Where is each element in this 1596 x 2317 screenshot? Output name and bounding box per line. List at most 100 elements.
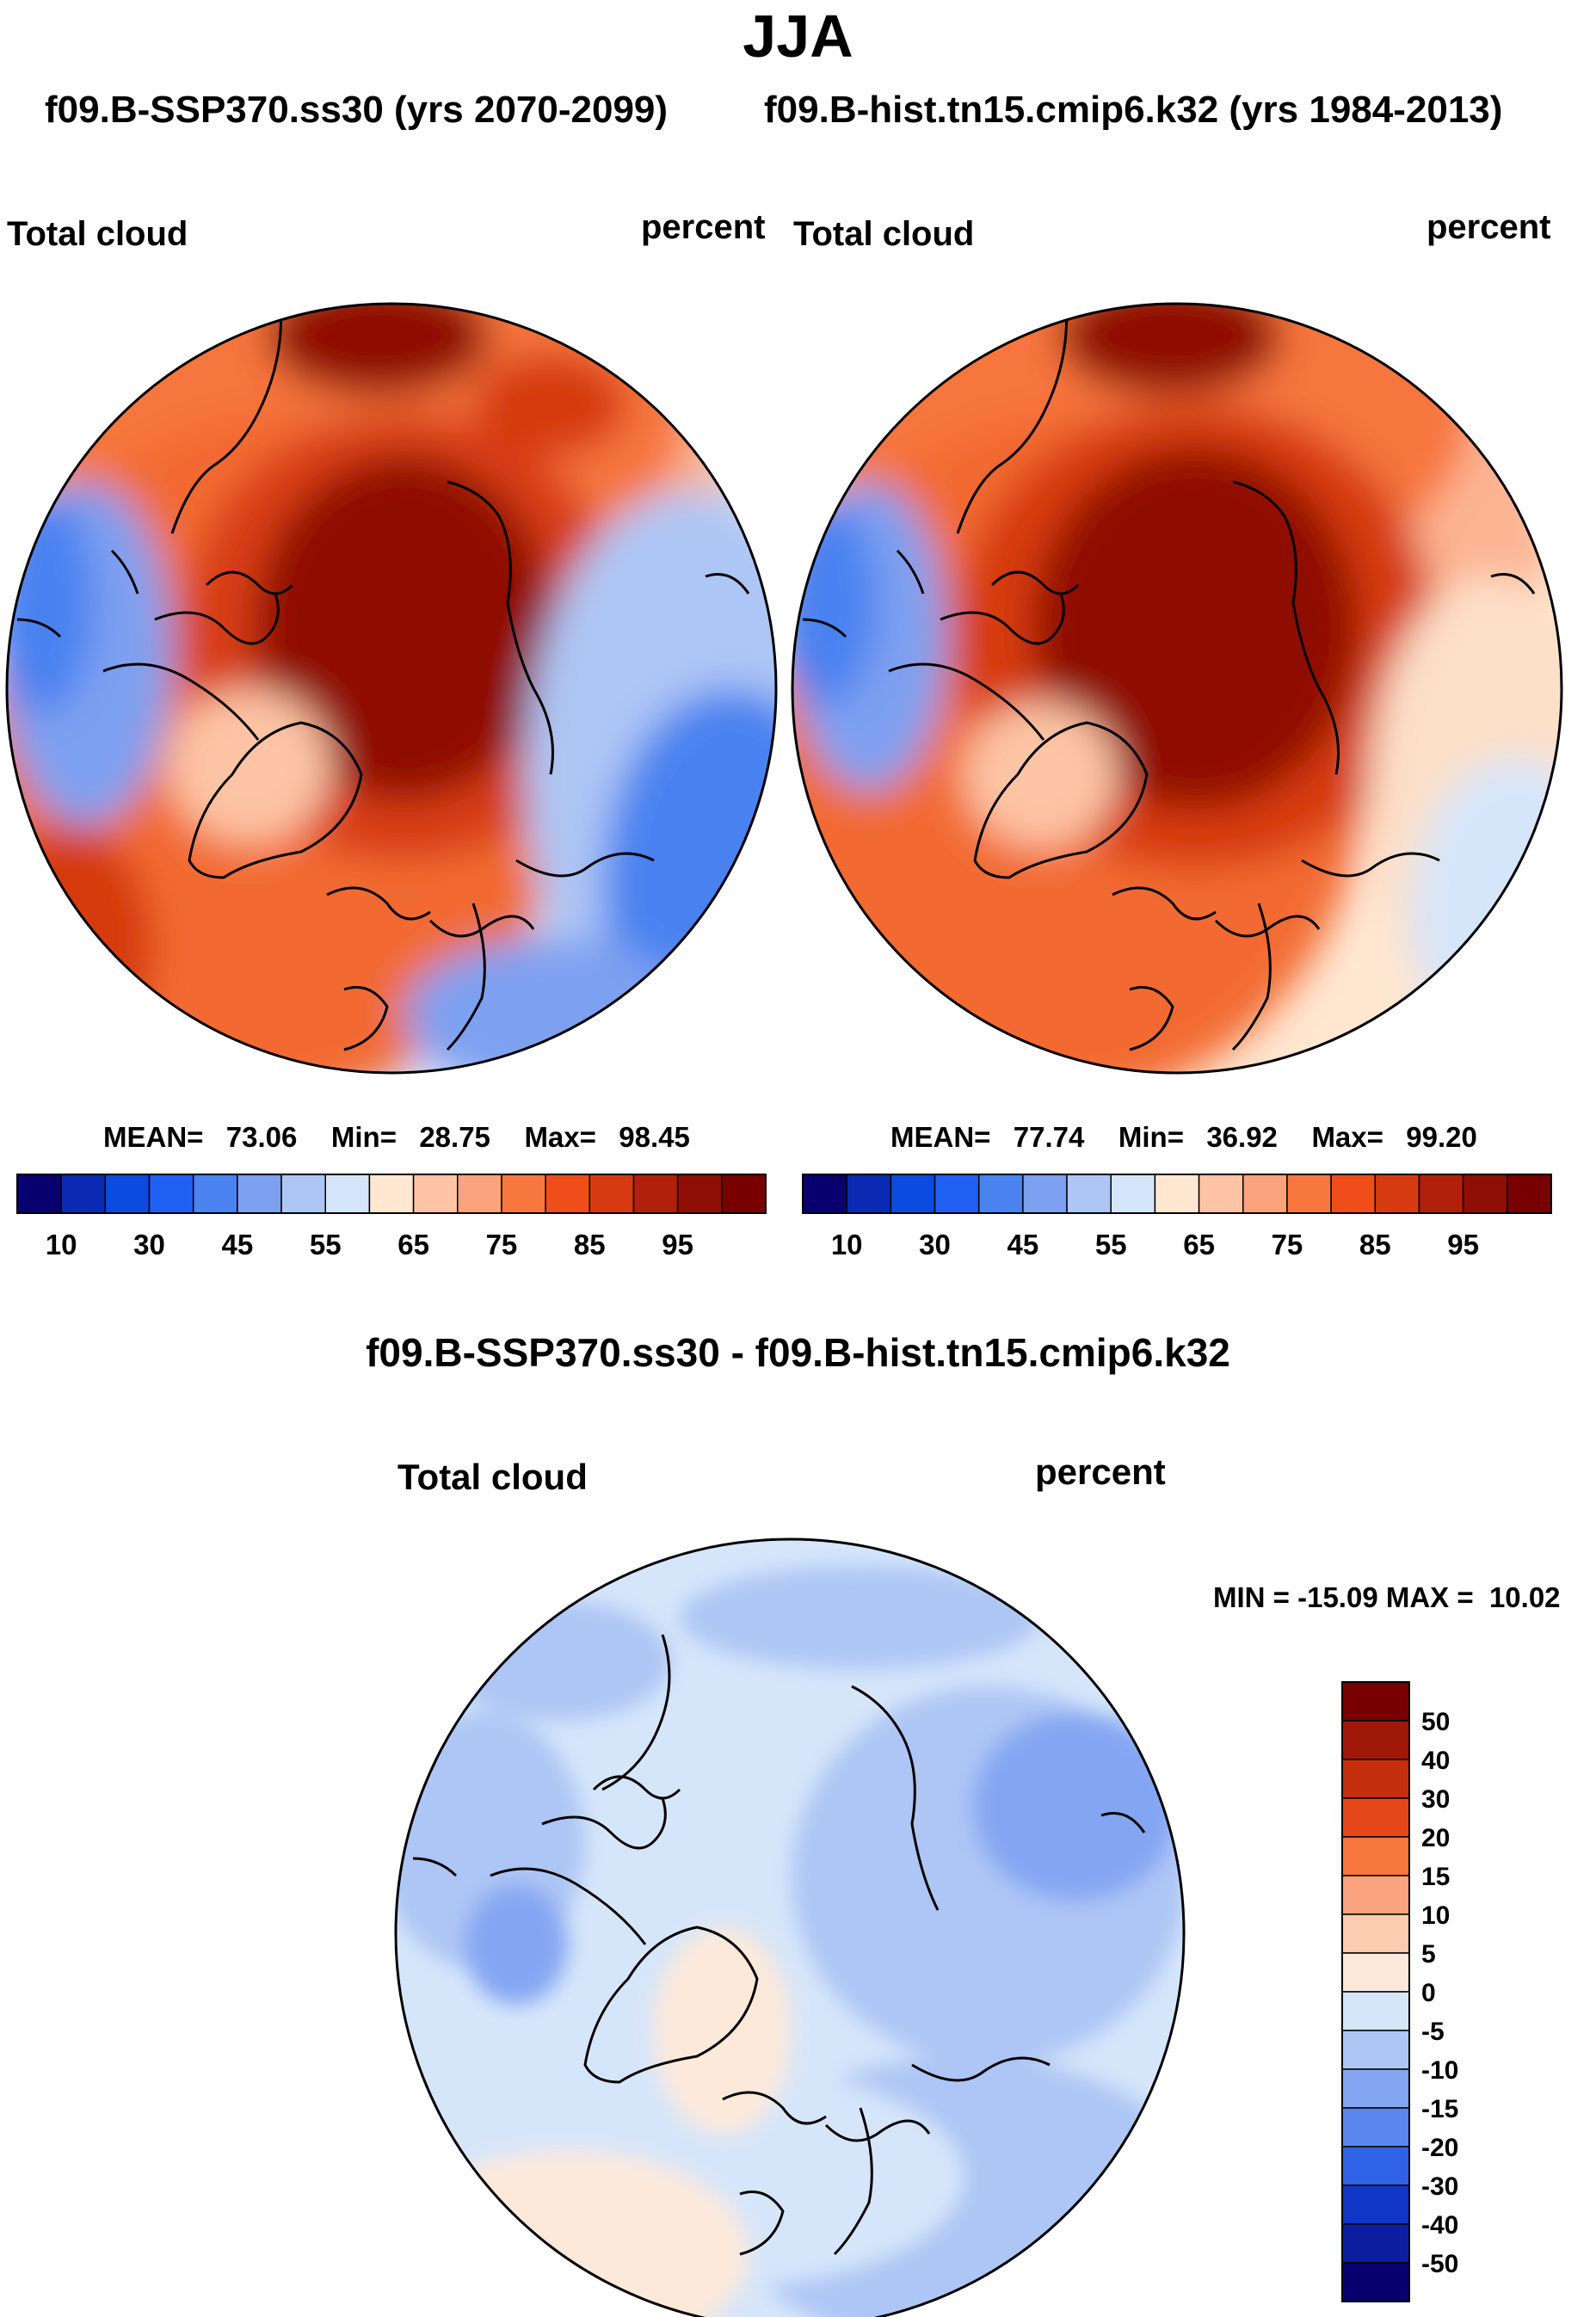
- panel1-variable: Total cloud: [7, 215, 188, 253]
- colorbar-3-swatch-6: [1341, 1913, 1410, 1954]
- colorbar-2-tick-label: 45: [1008, 1229, 1039, 1260]
- colorbar-3-tick-label: -5: [1421, 2018, 1445, 2046]
- colorbar-3-swatch-2: [1341, 1759, 1410, 1799]
- panel1-stats: MEAN= 73.06 Min= 28.75 Max= 98.45: [103, 1121, 690, 1154]
- colorbar-2: 10 30 45 55 65 75 85 95: [802, 1174, 1552, 1260]
- panel1-max-label: Max=: [524, 1121, 596, 1153]
- colorbar-1-swatch-9: [412, 1174, 459, 1214]
- colorbar-2-swatch-3: [934, 1174, 980, 1214]
- colorbar-1-swatch-15: [676, 1174, 723, 1214]
- colorbar-2-swatch-2: [890, 1174, 936, 1214]
- colorbar-2-tick-label: 95: [1447, 1229, 1479, 1260]
- colorbar-2-tick-label: 85: [1359, 1229, 1391, 1260]
- colorbar-3-tick-label: 30: [1421, 1785, 1450, 1814]
- colorbar-1-tick-label: 10: [46, 1229, 77, 1260]
- colorbar-1-swatch-7: [324, 1174, 371, 1214]
- colorbar-1-swatch-2: [104, 1174, 151, 1214]
- colorbar-1-swatch-14: [632, 1174, 679, 1214]
- colorbar-2-tick-label: 30: [919, 1229, 951, 1260]
- panel1-map: [5, 302, 778, 1075]
- colorbar-3-swatch-8: [1341, 1991, 1410, 2031]
- colorbar-3-tick-label: -40: [1421, 2211, 1458, 2240]
- colorbar-1-swatch-5: [237, 1174, 282, 1214]
- colorbar-3-swatch-1: [1341, 1720, 1410, 1760]
- colorbar-1-tick-label: 65: [397, 1229, 429, 1260]
- colorbar-3-tick-label: -10: [1421, 2056, 1458, 2085]
- subtitle-left: f09.B-SSP370.ss30 (yrs 2070-2099): [45, 89, 669, 131]
- colorbar-2-swatch-1: [846, 1174, 892, 1214]
- colorbar-2-swatch-0: [802, 1174, 847, 1214]
- colorbar-3-frame: [1341, 1681, 1410, 2302]
- panel2-units: percent: [1427, 208, 1551, 246]
- colorbar-3-tick-label: -15: [1421, 2095, 1458, 2123]
- colorbar-3-swatch-14: [1341, 2223, 1410, 2264]
- colorbar-1-swatch-6: [280, 1174, 326, 1214]
- colorbar-3-swatch-9: [1341, 2030, 1410, 2070]
- colorbar-3-swatch-10: [1341, 2068, 1410, 2109]
- colorbar-3-swatch-12: [1341, 2146, 1410, 2186]
- colorbar-2-frame: [802, 1174, 1552, 1214]
- colorbar-1-tick-label: 30: [133, 1229, 165, 1260]
- colorbar-1-swatch-13: [588, 1174, 635, 1214]
- panel3-variable: Total cloud: [397, 1457, 588, 1497]
- panel2-map: [791, 302, 1563, 1075]
- colorbar-2-tick-label: 55: [1095, 1229, 1127, 1260]
- colorbar-3-swatch-15: [1341, 2262, 1410, 2302]
- colorbar-3-tick-label: 50: [1421, 1708, 1450, 1736]
- panel1-mean-label: MEAN=: [103, 1121, 204, 1153]
- panel2-variable: Total cloud: [793, 215, 975, 253]
- colorbar-1-swatch-11: [501, 1174, 546, 1214]
- panel2-max-value: 99.20: [1406, 1121, 1477, 1153]
- colorbar-2-swatch-6: [1066, 1174, 1112, 1214]
- colorbar-1-tick-label: 75: [486, 1229, 518, 1260]
- colorbar-2-swatch-4: [977, 1174, 1024, 1214]
- colorbar-3-tick-label: -30: [1421, 2172, 1458, 2201]
- colorbar-1-tick-label: 95: [662, 1229, 693, 1260]
- colorbar-1-swatch-3: [148, 1174, 194, 1214]
- colorbar-2-swatch-13: [1374, 1174, 1420, 1214]
- colorbar-3-tick-label: -50: [1421, 2250, 1458, 2278]
- colorbar-3-swatch-13: [1341, 2185, 1410, 2225]
- colorbar-3-tick-label: 10: [1421, 1901, 1450, 1930]
- colorbar-2-swatch-8: [1154, 1174, 1200, 1214]
- colorbar-2-swatch-16: [1507, 1174, 1552, 1214]
- colorbar-1: 10 30 45 55 65 75 85 95: [16, 1174, 767, 1260]
- colorbar-1-tick-label: 85: [574, 1229, 606, 1260]
- panel2-min-value: 36.92: [1206, 1121, 1278, 1153]
- colorbar-2-tick-label: 65: [1183, 1229, 1215, 1260]
- colorbar-3-swatch-5: [1341, 1875, 1410, 1915]
- colorbar-2-swatch-9: [1198, 1174, 1244, 1214]
- colorbar-3-swatch-3: [1341, 1797, 1410, 1838]
- panel1-max-value: 98.45: [619, 1121, 690, 1153]
- colorbar-2-swatch-15: [1462, 1174, 1508, 1214]
- panel2-stats: MEAN= 77.74 Min= 36.92 Max= 99.20: [890, 1121, 1477, 1154]
- colorbar-1-swatch-12: [545, 1174, 591, 1214]
- colorbar-2-tick-label: 75: [1272, 1229, 1303, 1260]
- diff-title: f09.B-SSP370.ss30 - f09.B-hist.tn15.cmip…: [366, 1330, 1230, 1375]
- colorbar-2-swatch-14: [1418, 1174, 1464, 1214]
- panel1-min-value: 28.75: [419, 1121, 490, 1153]
- colorbar-3-tick-label: 20: [1421, 1824, 1450, 1852]
- panel2-mean-label: MEAN=: [890, 1121, 991, 1153]
- season-title: JJA: [743, 3, 853, 70]
- colorbar-2-tick-label: 10: [831, 1229, 863, 1260]
- colorbar-2-swatch-10: [1242, 1174, 1288, 1214]
- panel3-map: [394, 1537, 1186, 2317]
- panel3-stats: MIN = -15.09 MAX = 10.02: [1213, 1581, 1561, 1613]
- colorbar-2-swatch-5: [1022, 1174, 1068, 1214]
- colorbar-1-swatch-16: [721, 1174, 767, 1214]
- colorbar-3-swatch-4: [1341, 1836, 1410, 1876]
- colorbar-3-tick-label: -20: [1421, 2134, 1458, 2162]
- colorbar-1-swatch-1: [60, 1174, 107, 1214]
- panel1-min-label: Min=: [330, 1121, 397, 1153]
- panel1-mean-value: 73.06: [225, 1121, 298, 1153]
- colorbar-3-swatch-7: [1341, 1952, 1410, 1993]
- colorbar-2-swatch-7: [1110, 1174, 1156, 1214]
- colorbar-3-tick-label: 5: [1421, 1940, 1436, 1969]
- panel2-max-label: Max=: [1311, 1121, 1383, 1153]
- colorbar-2-swatch-12: [1330, 1174, 1377, 1214]
- panel3-units: percent: [1035, 1451, 1166, 1492]
- colorbar-1-swatch-8: [368, 1174, 415, 1214]
- colorbar-3-tick-label: 40: [1421, 1747, 1450, 1775]
